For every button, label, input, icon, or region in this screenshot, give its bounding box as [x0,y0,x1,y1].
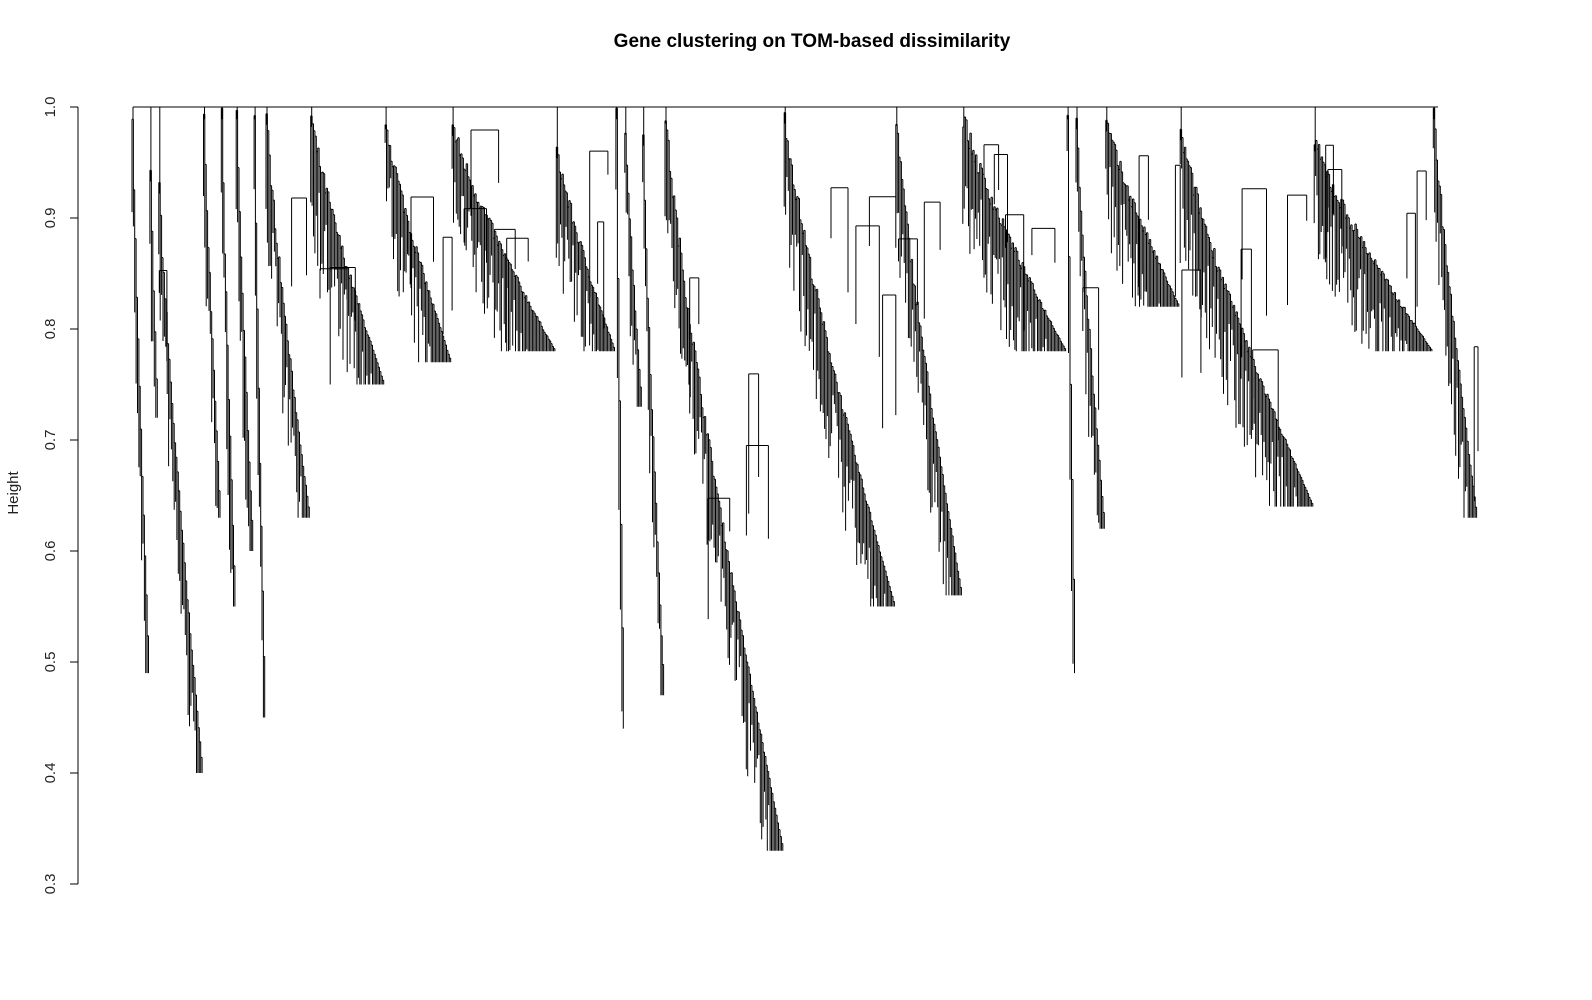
dendrogram-branches [131,106,1479,851]
y-tick-label: 0.4 [42,763,59,784]
y-axis-label: Height [5,470,22,514]
y-axis: 0.3 0.4 0.5 0.6 0.7 0.8 0.9 1.0 [42,97,79,895]
dendrogram-path [131,106,1479,851]
y-tick-label: 1.0 [42,97,59,118]
y-tick-label: 0.8 [42,319,59,340]
chart-title: Gene clustering on TOM-based dissimilari… [614,31,1011,52]
y-tick-label: 0.9 [42,208,59,229]
y-tick-label: 0.7 [42,430,59,451]
y-tick-label: 0.6 [42,541,59,562]
y-tick-label: 0.5 [42,652,59,673]
y-tick-label: 0.3 [42,874,59,895]
